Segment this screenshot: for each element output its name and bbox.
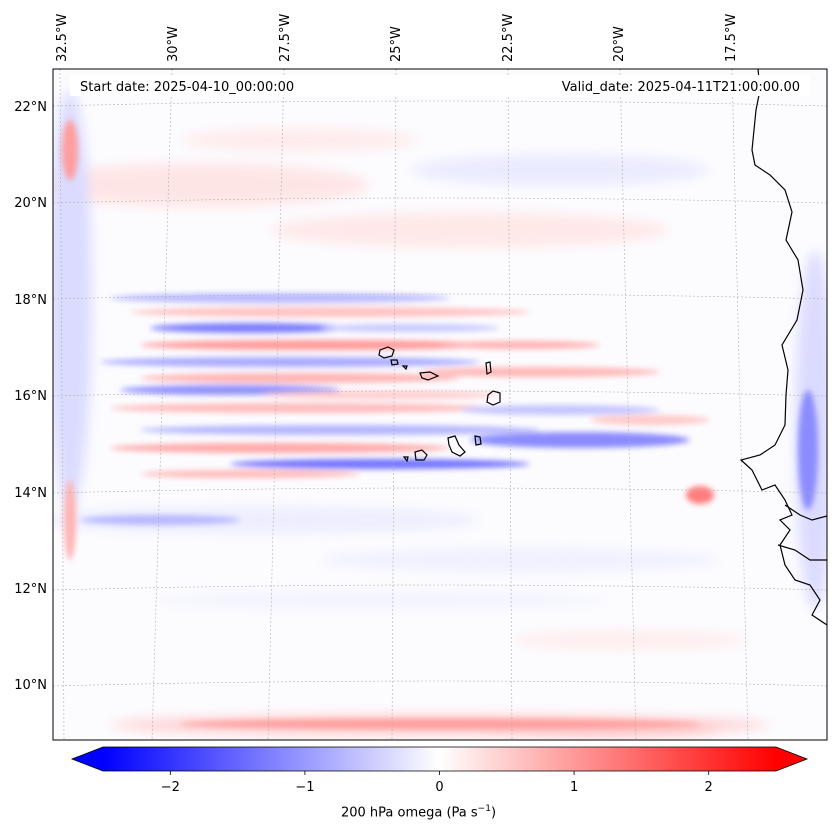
lat-label: 18°N — [14, 293, 47, 308]
lon-label: 17.5°W — [724, 14, 739, 62]
lat-label: 10°N — [14, 678, 47, 693]
colorbar-extend-left — [72, 747, 103, 771]
lat-label: 20°N — [14, 196, 47, 211]
longitude-labels: 32.5°W 30°W 27.5°W 25°W 22.5°W 20°W 17.5… — [55, 14, 739, 62]
colorbar-label-end: ) — [490, 805, 497, 821]
colorbar-gradient — [103, 747, 776, 771]
lon-label: 25°W — [389, 26, 404, 62]
colorbar-tick-label: −1 — [295, 780, 314, 795]
lon-label: 32.5°W — [55, 14, 70, 62]
colorbar-extend-right — [776, 747, 807, 771]
colorbar-label: 200 hPa omega (Pa s−1) — [0, 804, 837, 820]
omega-field — [53, 90, 827, 736]
valid-date-label: Valid_date: 2025-04-11T21:00:00.00 — [562, 80, 800, 95]
coastline — [378, 69, 827, 626]
lon-label: 22.5°W — [501, 14, 516, 62]
lat-label: 16°N — [14, 389, 47, 404]
latitude-labels: 22°N 20°N 18°N 16°N 14°N 12°N 10°N — [14, 100, 47, 693]
lat-label: 22°N — [14, 100, 47, 115]
colorbar-label-main: 200 hPa omega (Pa s — [340, 805, 478, 821]
lat-label: 14°N — [14, 486, 47, 501]
lon-label: 30°W — [166, 26, 181, 62]
info-bar — [70, 75, 810, 96]
colorbar-outline — [70, 746, 809, 772]
colorbar-tick-label: −2 — [161, 780, 180, 795]
colorbar-tick-label: 0 — [435, 780, 443, 795]
map-frame — [52, 68, 828, 741]
lon-label: 20°W — [612, 26, 627, 62]
lon-label: 27.5°W — [278, 14, 293, 62]
colorbar-tick-label: 2 — [705, 780, 713, 795]
colorbar-tick-label: 1 — [570, 780, 578, 795]
lat-label: 12°N — [14, 582, 47, 597]
colorbar: −2 −1 0 1 2 — [70, 746, 809, 795]
colorbar-label-exponent: −1 — [477, 804, 491, 814]
start-date-label: Start date: 2025-04-10_00:00:00 — [80, 80, 294, 95]
